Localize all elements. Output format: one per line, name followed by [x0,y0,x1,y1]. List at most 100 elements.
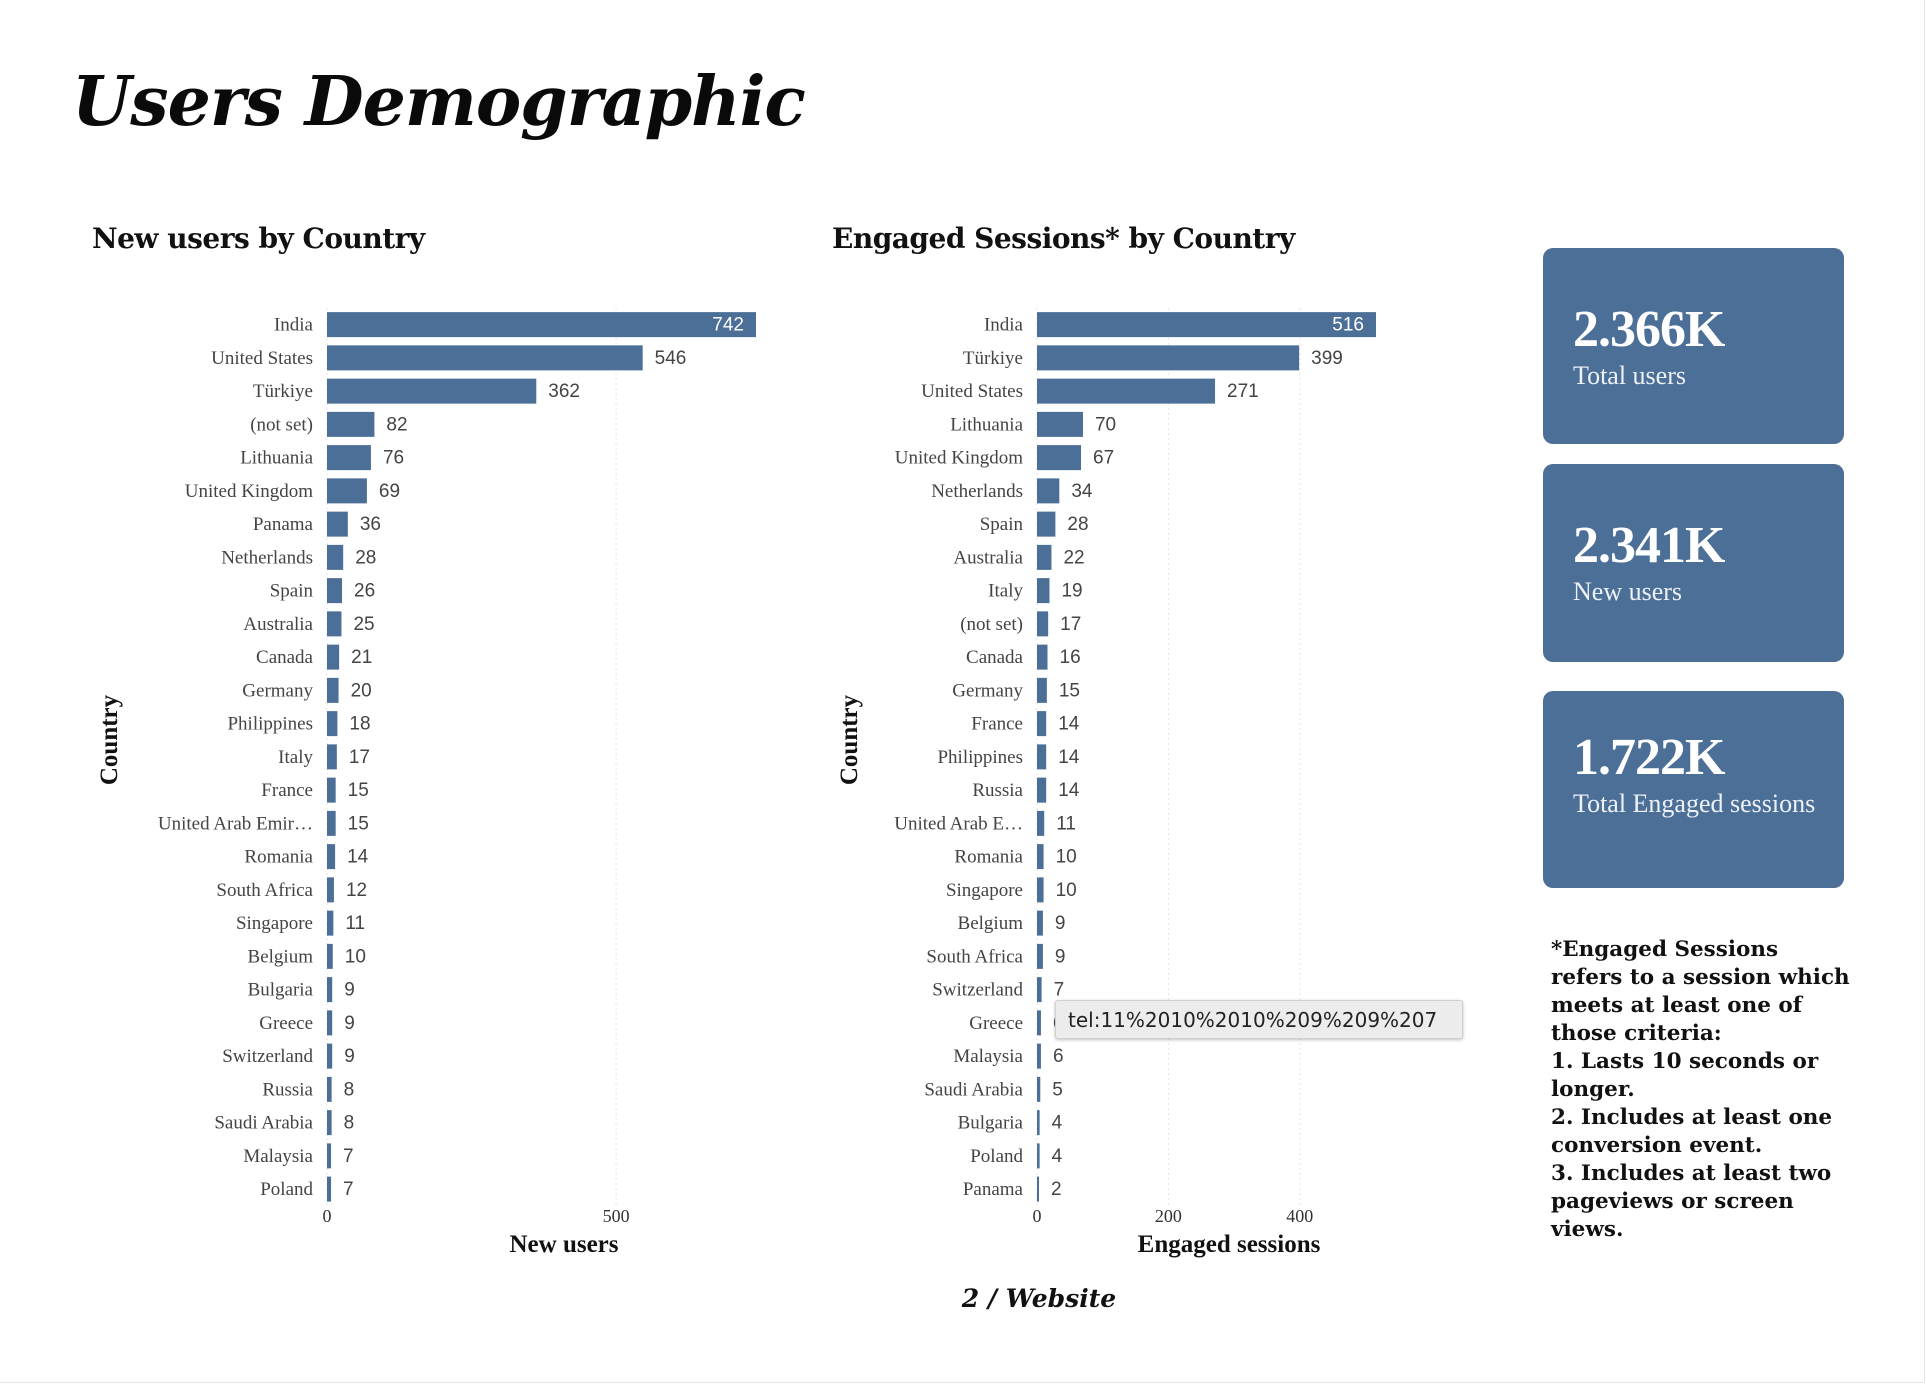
value-label: 11 [1056,813,1076,834]
bar[interactable] [1037,611,1049,637]
value-label: 15 [1059,680,1080,701]
bar[interactable] [1037,312,1376,338]
bar[interactable] [327,644,340,670]
bar[interactable] [327,511,348,537]
bar[interactable] [327,1143,332,1169]
bar[interactable] [1037,810,1045,836]
bar[interactable] [1037,677,1047,703]
bar[interactable] [327,544,344,570]
bar[interactable] [327,378,537,404]
bar[interactable] [327,345,643,371]
bar[interactable] [1037,777,1047,803]
bar[interactable] [327,943,333,969]
value-label: 10 [1056,847,1077,868]
bar[interactable] [1037,844,1044,870]
bar[interactable] [327,578,343,604]
value-label: 14 [1058,747,1080,768]
value-label: 22 [1063,547,1084,568]
value-label: 4 [1052,1113,1063,1134]
bar[interactable] [327,478,367,504]
bar[interactable] [327,1110,332,1136]
bar[interactable] [327,910,334,936]
bar[interactable] [1037,1076,1041,1102]
category-label: South Africa [216,880,313,901]
bar[interactable] [1037,877,1044,903]
value-label: 9 [344,980,355,1001]
bar[interactable] [327,744,337,770]
bar[interactable] [1037,711,1047,737]
category-label: India [274,315,314,336]
bar[interactable] [1037,1043,1041,1069]
bar[interactable] [1037,910,1043,936]
bar[interactable] [327,977,333,1003]
bar[interactable] [327,777,336,803]
kpi-card-total-engaged-sessions[interactable]: 1.722K Total Engaged sessions [1543,691,1844,888]
bar[interactable] [1037,1176,1039,1202]
bar[interactable] [1037,511,1056,537]
value-label: 25 [353,614,374,635]
value-label: 271 [1227,381,1259,402]
bar[interactable] [327,1043,333,1069]
category-label: Romania [244,847,313,868]
bar[interactable] [1037,578,1050,604]
bar[interactable] [1037,977,1042,1003]
category-label: Singapore [946,880,1023,901]
bar[interactable] [1037,644,1048,670]
category-label: United Arab E… [894,813,1023,834]
value-label: 16 [1060,647,1081,668]
bar[interactable] [327,1076,332,1102]
category-label: Russia [262,1079,313,1100]
category-label: Greece [969,1013,1023,1034]
category-label: Spain [270,581,314,602]
category-label: Philippines [937,747,1023,768]
kpi-card-new-users[interactable]: 2.341K New users [1543,464,1844,662]
bar[interactable] [1037,478,1060,504]
bar[interactable] [1037,943,1043,969]
x-tick-label: 500 [603,1206,630,1226]
bar[interactable] [327,1176,332,1202]
category-label: Türkiye [253,381,313,402]
bar[interactable] [327,810,336,836]
bar[interactable] [1037,411,1083,437]
bar[interactable] [1037,1110,1040,1136]
value-label: 399 [1311,348,1343,369]
bar[interactable] [1037,345,1300,371]
bar[interactable] [327,1010,333,1036]
bar[interactable] [327,411,375,437]
category-label: Australia [243,614,313,635]
kpi-card-total-users[interactable]: 2.366K Total users [1543,248,1844,444]
category-label: Poland [260,1179,313,1200]
bar[interactable] [327,711,338,737]
value-label: 26 [354,581,375,602]
bar[interactable] [1037,1010,1041,1036]
x-axis-title: New users [509,1231,618,1258]
bar[interactable] [327,877,334,903]
bar[interactable] [327,611,342,637]
kpi-label: Total Engaged sessions [1573,789,1816,818]
bar[interactable] [1037,1143,1040,1169]
bar[interactable] [327,844,336,870]
category-label: Philippines [227,714,313,735]
category-label: Canada [966,647,1024,668]
category-label: Spain [980,514,1024,535]
value-label: 6 [1053,1046,1064,1067]
value-label: 15 [348,780,369,801]
bar[interactable] [327,312,756,338]
bar[interactable] [1037,744,1047,770]
category-label: Netherlands [221,547,313,568]
value-label: 516 [1332,315,1364,336]
category-label: Italy [988,581,1023,602]
bar[interactable] [1037,445,1082,471]
value-label: 9 [344,1046,355,1067]
bar[interactable] [1037,544,1052,570]
bar[interactable] [327,445,371,471]
value-label: 15 [348,813,369,834]
category-label: United States [921,381,1023,402]
bar[interactable] [1037,378,1216,404]
value-label: 67 [1093,448,1114,469]
bar[interactable] [327,677,339,703]
category-label: Germany [952,680,1023,701]
category-label: Malaysia [243,1146,313,1167]
